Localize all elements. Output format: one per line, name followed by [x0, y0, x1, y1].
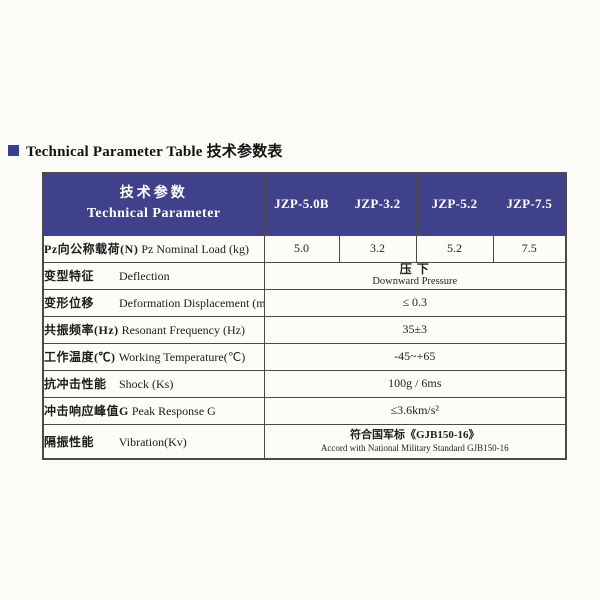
- square-bullet-icon: [8, 145, 19, 156]
- table-row-deformation-displacement: 变形位移 Deformation Displacement (mm) ≤ 0.3: [42, 288, 567, 317]
- row-label-en: Shock (Ks): [119, 377, 174, 392]
- row-label-zh: 变型特征: [44, 269, 95, 284]
- shock-value-cell: 100g / 6ms: [263, 369, 567, 398]
- table-row-resonant-frequency: 共振频率(Hz) Resonant Frequency (Hz) 35±3: [42, 315, 567, 344]
- row-label-zh: 共振频率(Hz): [44, 323, 119, 338]
- row-label-zh: 变形位移: [44, 296, 95, 311]
- load-value-cell: 5.0: [263, 234, 340, 263]
- header-model-jzp-7.5: JZP-7.5: [492, 172, 567, 236]
- row-label-working-temperature: 工作温度(℃) Working Temperature(℃): [42, 342, 265, 371]
- load-value-cell: 7.5: [492, 234, 567, 263]
- deformation-value-cell: ≤ 0.3: [263, 288, 567, 317]
- row-label-vibration: 隔振性能 Vibration(Kv): [42, 423, 265, 460]
- row-label-zh: 冲击响应峰值G: [44, 404, 129, 419]
- header-parameter-zh: 技术参数: [119, 185, 188, 201]
- row-label-en: Deformation Displacement (mm): [119, 296, 264, 311]
- header-model-jzp-3.2: JZP-3.2: [338, 172, 417, 236]
- value-zh: 压 下: [399, 262, 430, 276]
- table-row-vibration: 隔振性能 Vibration(Kv) 符合国军标《GJB150-16》 Acco…: [42, 423, 567, 460]
- table-row-deflection: 变型特征 Deflection 压 下 Downward Pressure: [42, 261, 567, 290]
- table-header-row: 技术参数 Technical Parameter JZP-5.0B JZP-3.…: [42, 172, 567, 236]
- table-row-nominal-load: Pz向公称载荷(N) Pz Nominal Load (kg) 5.0 3.2 …: [42, 234, 567, 263]
- row-label-shock: 抗冲击性能 Shock (Ks): [42, 369, 265, 398]
- table-row-peak-response: 冲击响应峰值G Peak Response G ≤3.6km/s²: [42, 396, 567, 425]
- header-parameter-en: Technical Parameter: [86, 206, 221, 222]
- header-model-jzp-5.0b: JZP-5.0B: [263, 172, 340, 236]
- table-row-working-temperature: 工作温度(℃) Working Temperature(℃) -45~+65: [42, 342, 567, 371]
- load-value-cell: 5.2: [415, 234, 494, 263]
- technical-parameter-table: 技术参数 Technical Parameter JZP-5.0B JZP-3.…: [42, 172, 567, 461]
- row-label-en: Working Temperature(℃): [118, 350, 246, 365]
- row-label-resonant-frequency: 共振频率(Hz) Resonant Frequency (Hz): [42, 315, 265, 344]
- resonant-frequency-value-cell: 35±3: [263, 315, 567, 344]
- row-label-en: Deflection: [119, 269, 170, 284]
- working-temperature-value-cell: -45~+65: [263, 342, 567, 371]
- row-label-en: Peak Response G: [131, 404, 216, 419]
- row-label-zh: Pz向公称载荷(N): [44, 242, 139, 256]
- row-label-zh: 抗冲击性能: [44, 377, 107, 392]
- value-zh: 符合国军标《GJB150-16》: [349, 429, 480, 442]
- row-label-en: Resonant Frequency (Hz): [121, 323, 245, 338]
- page-title: Technical Parameter Table 技术参数表: [26, 144, 283, 160]
- deflection-value-cell: 压 下 Downward Pressure: [263, 261, 567, 290]
- section-title: Technical Parameter Table 技术参数表: [8, 140, 283, 161]
- row-label-peak-response: 冲击响应峰值G Peak Response G: [42, 396, 265, 425]
- row-label-nominal-load: Pz向公称载荷(N) Pz Nominal Load (kg): [42, 234, 265, 263]
- row-label-en: Pz Nominal Load (kg): [141, 242, 249, 256]
- row-label-deformation-displacement: 变形位移 Deformation Displacement (mm): [42, 288, 265, 317]
- vibration-value-cell: 符合国军标《GJB150-16》 Accord with National Mi…: [263, 423, 567, 460]
- header-model-jzp-5.2: JZP-5.2: [415, 172, 494, 236]
- row-label-zh: 工作温度(℃): [44, 350, 116, 365]
- value-en: Accord with National Military Standard G…: [320, 442, 509, 453]
- value-en: Downward Pressure: [372, 276, 458, 288]
- row-label-en: Vibration(Kv): [118, 435, 187, 450]
- load-value-cell: 3.2: [338, 234, 417, 263]
- table-row-shock: 抗冲击性能 Shock (Ks) 100g / 6ms: [42, 369, 567, 398]
- header-parameter-cell: 技术参数 Technical Parameter: [42, 172, 265, 236]
- row-label-zh: 隔振性能: [44, 435, 95, 450]
- row-label-deflection: 变型特征 Deflection: [42, 261, 265, 290]
- peak-response-value-cell: ≤3.6km/s²: [263, 396, 567, 425]
